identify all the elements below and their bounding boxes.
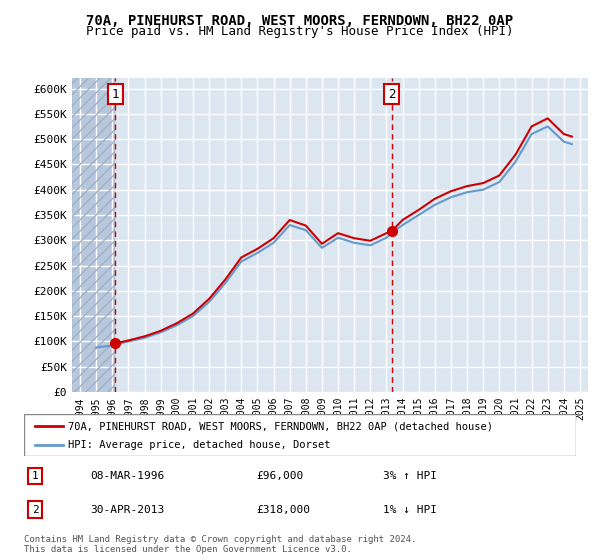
Text: Contains HM Land Registry data © Crown copyright and database right 2024.
This d: Contains HM Land Registry data © Crown c… bbox=[24, 535, 416, 554]
Text: 1% ↓ HPI: 1% ↓ HPI bbox=[383, 505, 437, 515]
Text: 08-MAR-1996: 08-MAR-1996 bbox=[90, 471, 164, 481]
Bar bbox=[72, 78, 115, 392]
FancyBboxPatch shape bbox=[24, 414, 576, 456]
Text: 70A, PINEHURST ROAD, WEST MOORS, FERNDOWN, BH22 0AP: 70A, PINEHURST ROAD, WEST MOORS, FERNDOW… bbox=[86, 14, 514, 28]
Text: 3% ↑ HPI: 3% ↑ HPI bbox=[383, 471, 437, 481]
Text: Price paid vs. HM Land Registry's House Price Index (HPI): Price paid vs. HM Land Registry's House … bbox=[86, 25, 514, 38]
Text: 30-APR-2013: 30-APR-2013 bbox=[90, 505, 164, 515]
Text: HPI: Average price, detached house, Dorset: HPI: Average price, detached house, Dors… bbox=[68, 440, 331, 450]
Text: £96,000: £96,000 bbox=[256, 471, 303, 481]
Text: 1: 1 bbox=[112, 87, 119, 101]
Bar bbox=[72, 78, 115, 392]
Text: 2: 2 bbox=[388, 87, 395, 101]
Text: 70A, PINEHURST ROAD, WEST MOORS, FERNDOWN, BH22 0AP (detached house): 70A, PINEHURST ROAD, WEST MOORS, FERNDOW… bbox=[68, 421, 493, 431]
Text: £318,000: £318,000 bbox=[256, 505, 310, 515]
Text: 1: 1 bbox=[32, 471, 38, 481]
Text: 2: 2 bbox=[32, 505, 38, 515]
